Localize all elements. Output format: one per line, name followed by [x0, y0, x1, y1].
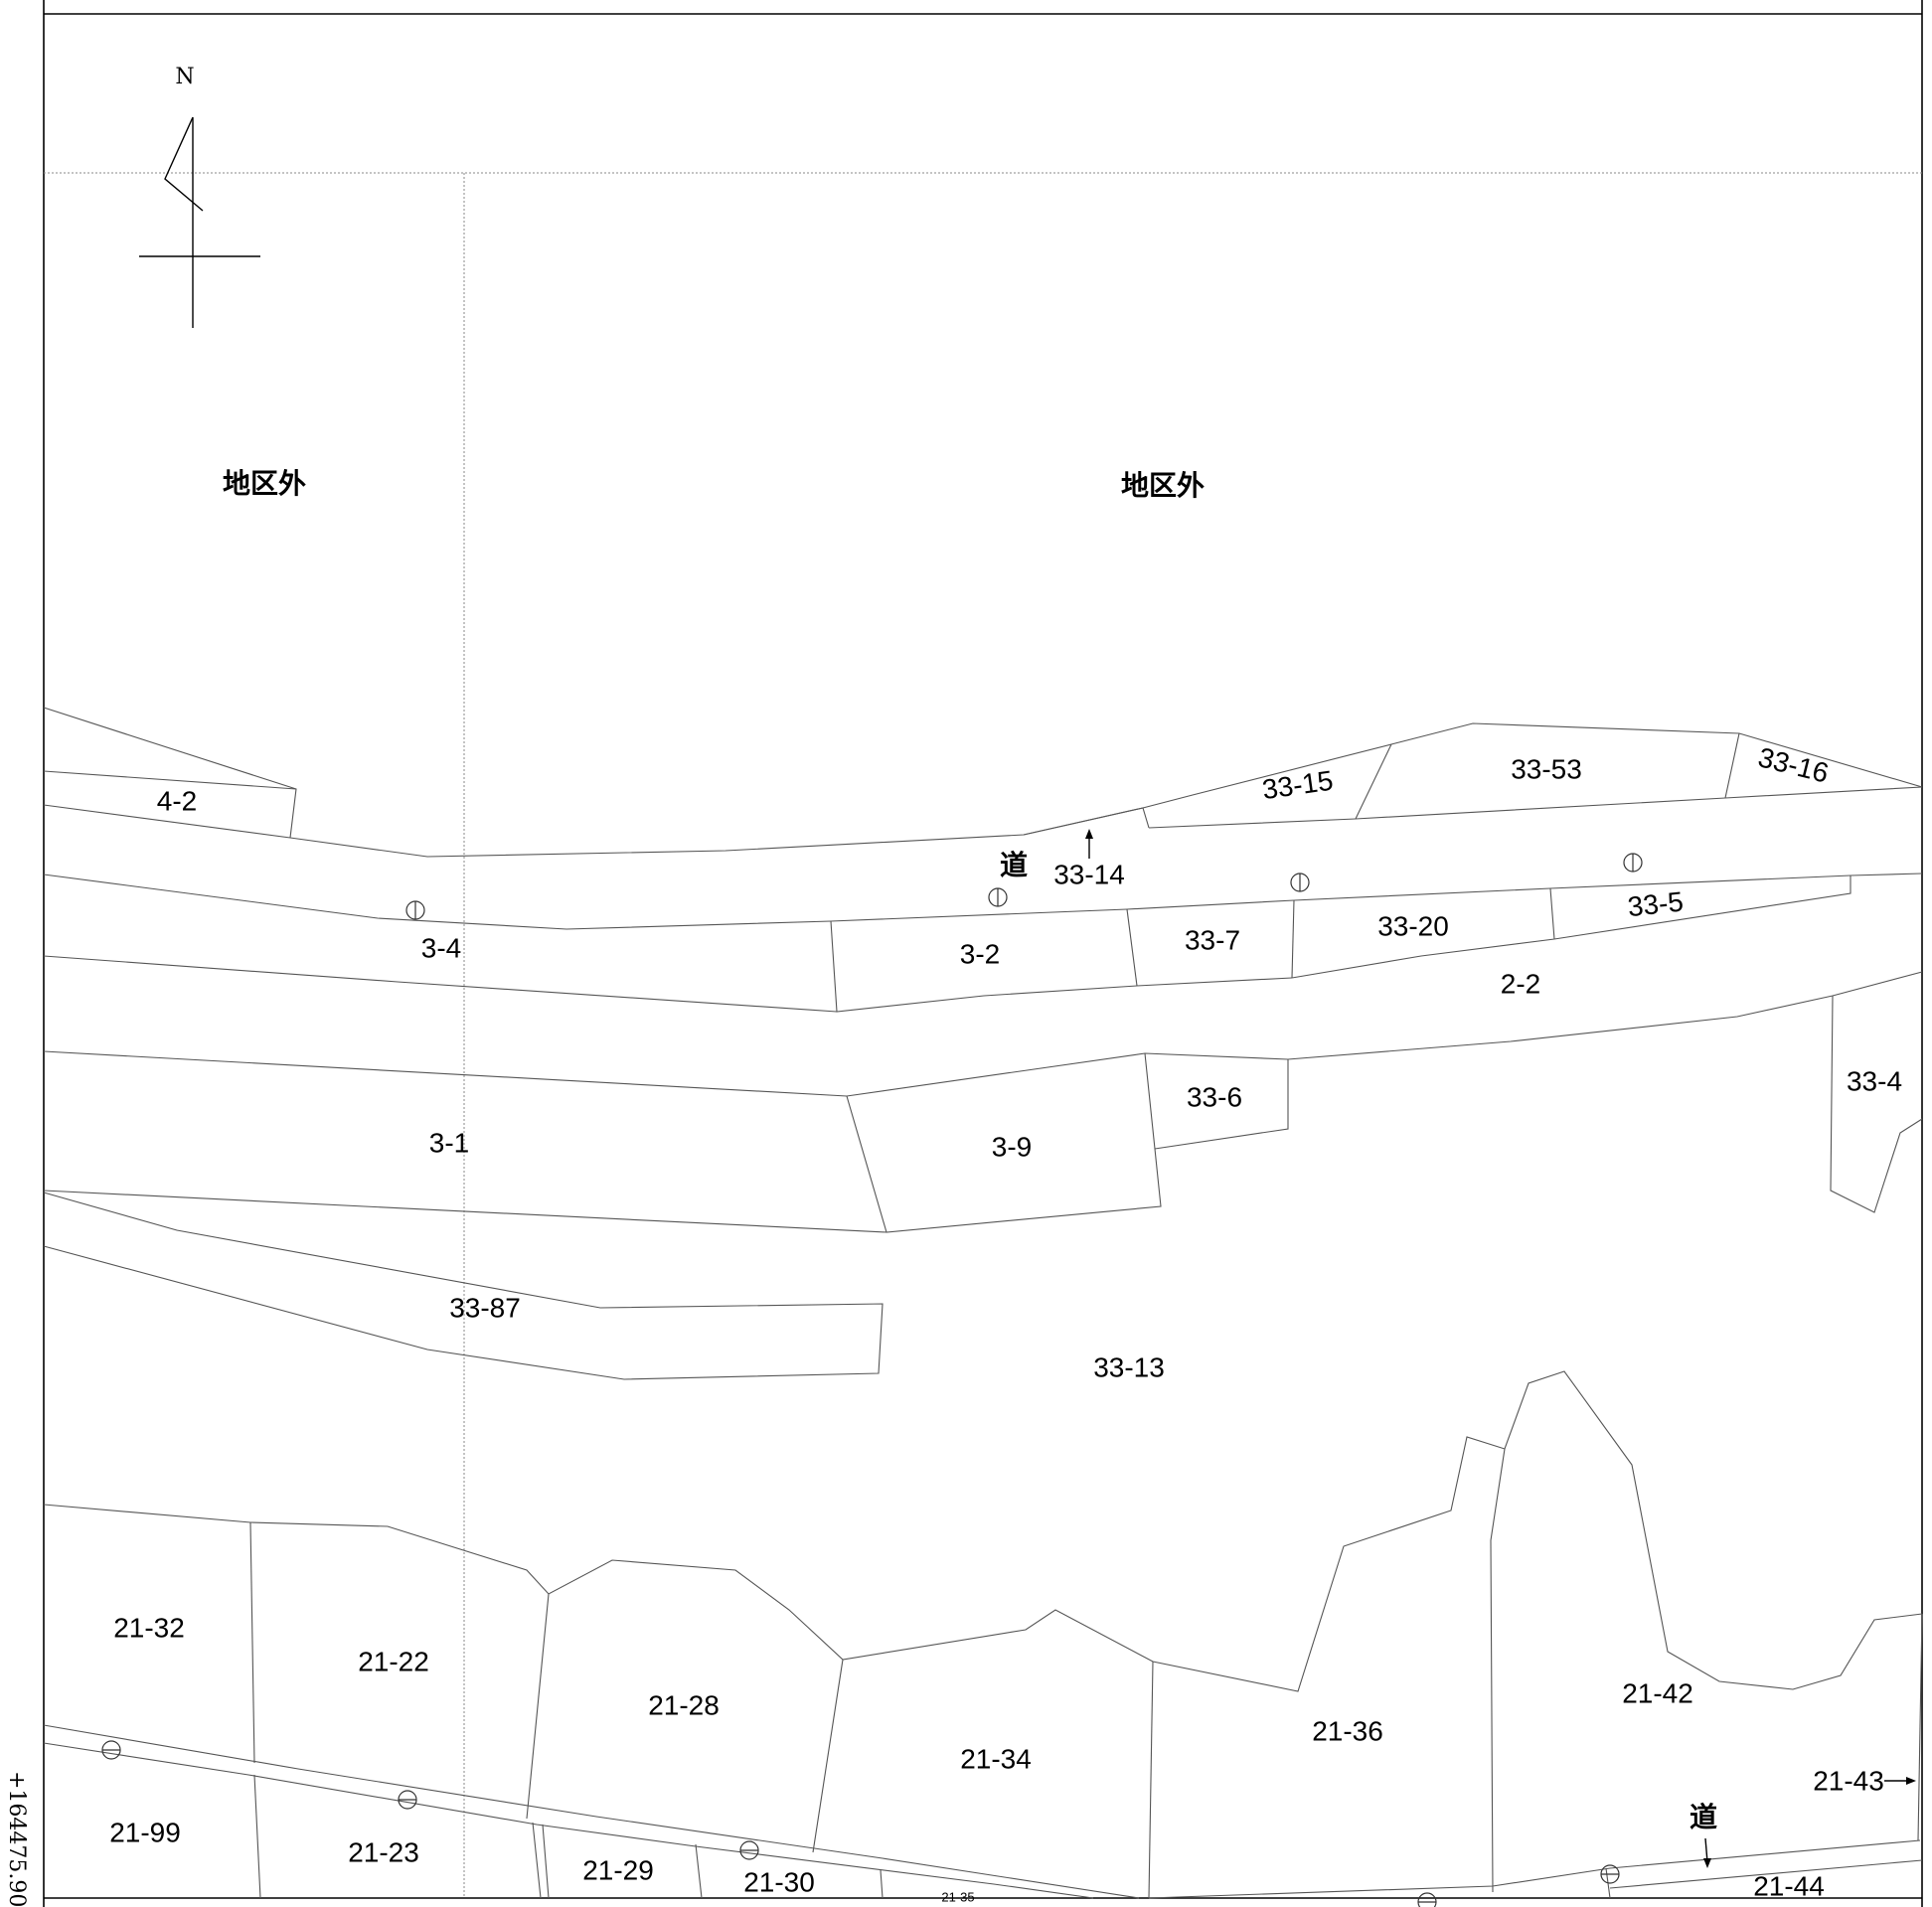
survey-marker-icon	[1290, 873, 1310, 892]
parcel-label: 4-2	[157, 785, 197, 816]
north-label: N	[175, 65, 194, 89]
parcel-label: 33-13	[1093, 1351, 1165, 1382]
parcel-label: 21-43	[1813, 1765, 1884, 1796]
outside-area-label: 地区外	[1121, 469, 1205, 502]
survey-marker-icon	[398, 1790, 417, 1810]
parcel-label: 21-99	[109, 1817, 181, 1847]
parcel-label: 33-53	[1511, 753, 1582, 784]
survey-marker-icon	[405, 900, 425, 920]
parcel-label: 21-44	[1753, 1870, 1825, 1901]
road-label: 道	[1690, 1801, 1717, 1833]
road-label: 道	[1000, 849, 1028, 881]
parcel-label: 3-9	[992, 1131, 1032, 1162]
parcel-label: 33-7	[1185, 924, 1240, 955]
survey-marker-icon	[1623, 853, 1643, 873]
survey-marker-icon	[1600, 1864, 1620, 1884]
parcel-label: 33-16	[1755, 741, 1832, 788]
parcel-boundaries	[43, 707, 1923, 1899]
parcel-label: 33-14	[1053, 859, 1125, 889]
parcel-label: 2-2	[1501, 968, 1540, 999]
survey-marker-icon	[739, 1840, 759, 1860]
survey-marker-icon	[1417, 1892, 1437, 1907]
parcel-label: 33-5	[1626, 886, 1685, 923]
parcel-label: 21-28	[648, 1689, 720, 1720]
survey-marker-icon	[101, 1740, 121, 1760]
parcel-label: 21-34	[960, 1743, 1032, 1774]
parcel-label: 33-20	[1377, 910, 1449, 941]
arrow-21-43-icon	[1884, 1777, 1916, 1785]
arrow-road-lower-icon	[1703, 1837, 1711, 1868]
parcel-label: 21-35	[941, 1889, 974, 1904]
parcel-label: 3-1	[429, 1127, 469, 1158]
parcel-label: 21-22	[358, 1646, 429, 1676]
parcel-label: 33-6	[1187, 1081, 1242, 1112]
arrow-33-14-icon	[1085, 829, 1093, 859]
parcel-label: 21-29	[582, 1854, 654, 1885]
parcel-label: 21-42	[1622, 1677, 1693, 1708]
parcel-label: 21-36	[1312, 1715, 1383, 1746]
coordinate-label: +164475.904	[4, 1771, 29, 1907]
parcel-label: 21-30	[743, 1866, 815, 1897]
parcel-label: 33-87	[449, 1292, 521, 1323]
parcel-label: 33-15	[1260, 765, 1335, 806]
survey-marker-icon	[988, 887, 1008, 907]
parcel-label: 33-4	[1847, 1065, 1902, 1096]
parcel-label: 21-32	[113, 1612, 185, 1643]
parcel-label: 3-2	[960, 938, 1000, 969]
north-arrow-icon	[139, 116, 260, 328]
parcel-label: 3-4	[421, 932, 461, 963]
outside-area-label: 地区外	[223, 467, 306, 500]
parcel-label: 21-23	[348, 1836, 419, 1867]
